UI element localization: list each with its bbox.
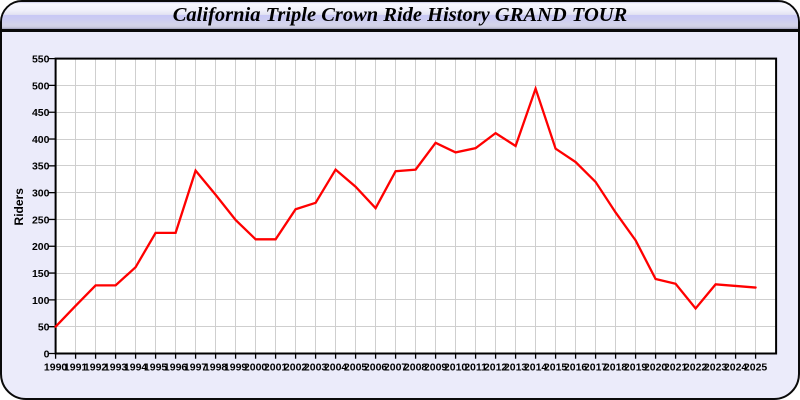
svg-text:50: 50 xyxy=(38,322,50,334)
svg-text:1998: 1998 xyxy=(204,361,228,373)
svg-text:1990: 1990 xyxy=(44,361,68,373)
svg-text:2003: 2003 xyxy=(304,361,328,373)
svg-text:1992: 1992 xyxy=(84,361,108,373)
svg-text:2012: 2012 xyxy=(484,361,508,373)
svg-text:250: 250 xyxy=(32,214,50,226)
svg-text:400: 400 xyxy=(32,134,50,146)
svg-text:450: 450 xyxy=(32,107,50,119)
svg-text:2011: 2011 xyxy=(464,361,487,373)
svg-text:2016: 2016 xyxy=(564,361,588,373)
svg-text:100: 100 xyxy=(32,295,50,307)
svg-text:2024: 2024 xyxy=(724,361,748,373)
svg-text:2015: 2015 xyxy=(544,361,568,373)
svg-text:200: 200 xyxy=(32,241,50,253)
svg-text:300: 300 xyxy=(32,188,50,200)
svg-text:2017: 2017 xyxy=(584,361,608,373)
svg-text:2010: 2010 xyxy=(444,361,468,373)
svg-text:2019: 2019 xyxy=(624,361,648,373)
svg-text:1994: 1994 xyxy=(124,361,148,373)
svg-text:2021: 2021 xyxy=(664,361,688,373)
svg-text:1997: 1997 xyxy=(184,361,208,373)
svg-text:2025: 2025 xyxy=(744,361,768,373)
svg-text:2004: 2004 xyxy=(324,361,348,373)
svg-text:500: 500 xyxy=(32,80,50,92)
svg-text:550: 550 xyxy=(32,54,50,66)
svg-text:2007: 2007 xyxy=(384,361,408,373)
svg-text:Riders: Riders xyxy=(12,188,26,226)
svg-text:1991: 1991 xyxy=(64,361,88,373)
svg-text:150: 150 xyxy=(32,268,50,280)
svg-text:2006: 2006 xyxy=(364,361,388,373)
svg-text:1999: 1999 xyxy=(224,361,248,373)
svg-text:1993: 1993 xyxy=(104,361,128,373)
svg-text:0: 0 xyxy=(44,348,50,360)
svg-text:2013: 2013 xyxy=(504,361,528,373)
svg-text:2008: 2008 xyxy=(404,361,428,373)
svg-text:2001: 2001 xyxy=(264,361,288,373)
svg-text:2020: 2020 xyxy=(644,361,668,373)
svg-text:2023: 2023 xyxy=(704,361,728,373)
svg-text:1996: 1996 xyxy=(164,361,188,373)
svg-text:2022: 2022 xyxy=(684,361,708,373)
svg-text:2018: 2018 xyxy=(604,361,628,373)
svg-text:2005: 2005 xyxy=(344,361,368,373)
svg-text:2009: 2009 xyxy=(424,361,448,373)
svg-text:2002: 2002 xyxy=(284,361,308,373)
svg-text:350: 350 xyxy=(32,161,50,173)
svg-text:2014: 2014 xyxy=(524,361,548,373)
svg-text:1995: 1995 xyxy=(144,361,168,373)
svg-text:2000: 2000 xyxy=(244,361,268,373)
